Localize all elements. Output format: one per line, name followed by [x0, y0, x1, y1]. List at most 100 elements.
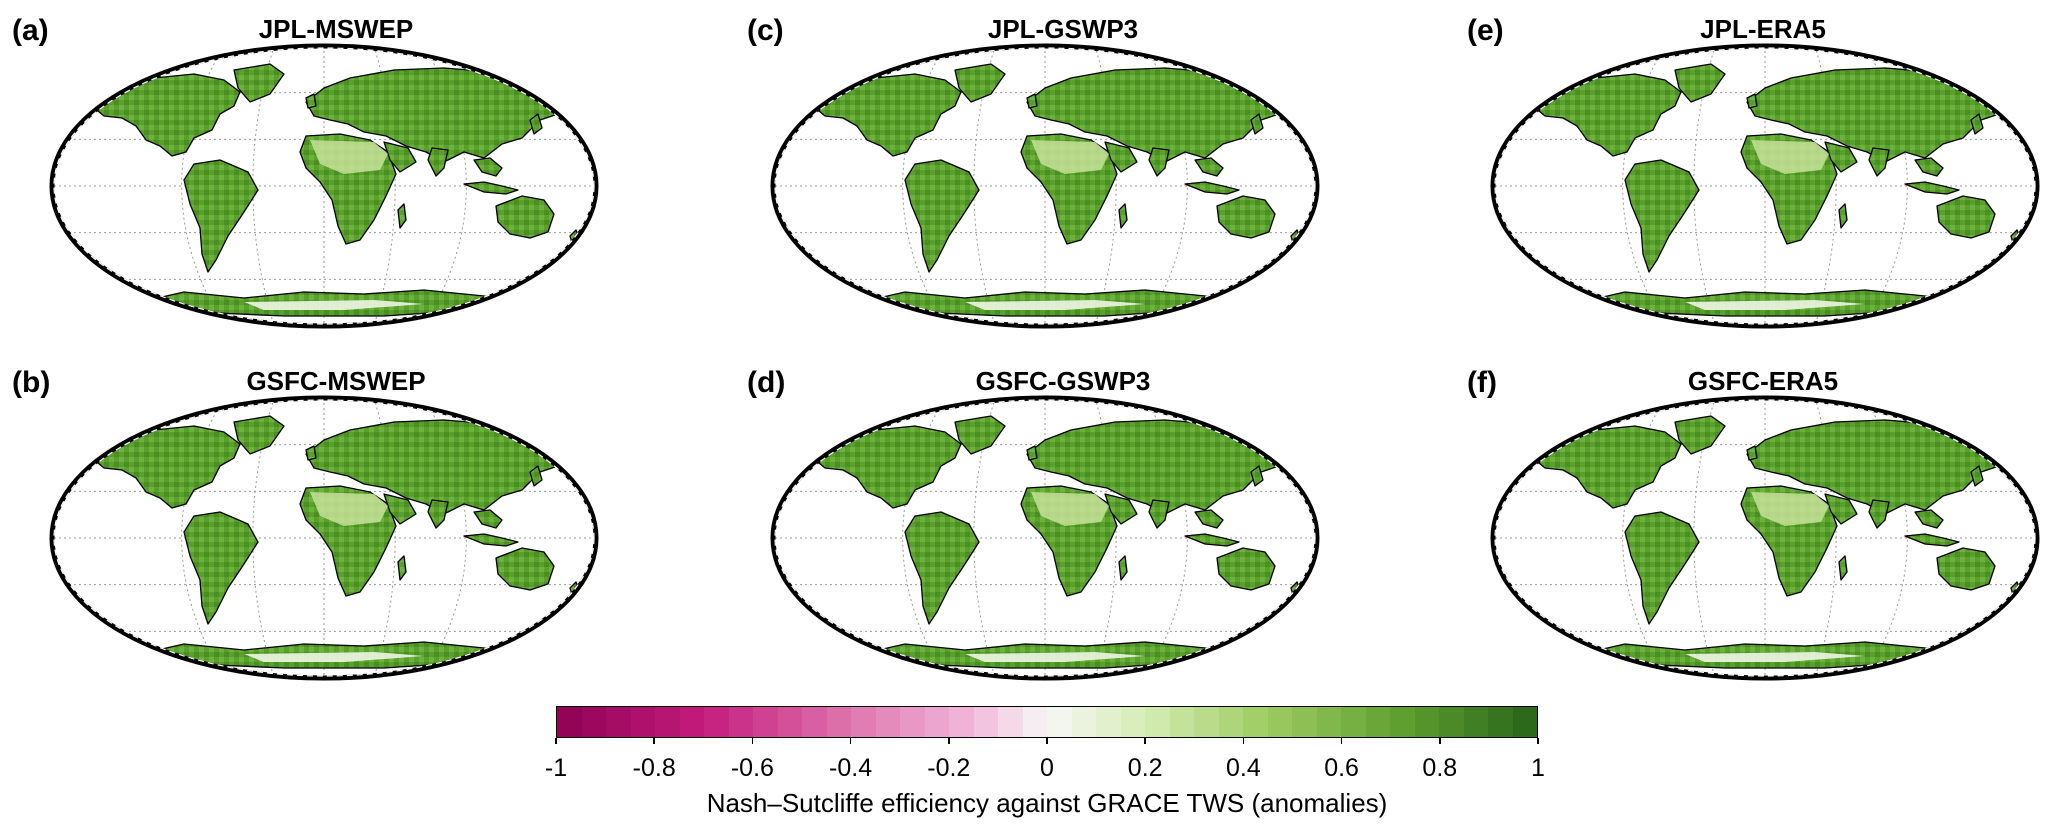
continent-japan — [1250, 113, 1264, 135]
continent-greenland — [1674, 415, 1726, 455]
continent-australia — [1936, 547, 1996, 591]
colorbar-segment — [655, 707, 680, 737]
continent-japan — [529, 465, 543, 487]
low-skill-region — [310, 140, 388, 174]
continent-madagascar — [1838, 203, 1848, 229]
colorbar-segment — [826, 707, 851, 737]
continent-indonesia — [463, 533, 519, 547]
colorbar-segment — [1341, 707, 1366, 737]
colorbar-gradient — [556, 706, 1538, 738]
map-panel-c: (c) JPL-GSWP3 — [735, 0, 1335, 330]
colorbar-tick-mark — [1242, 738, 1245, 744]
continent-japan — [1250, 465, 1264, 487]
continent-uk — [305, 445, 317, 461]
continent-madagascar — [397, 203, 407, 229]
colorbar-segment — [1292, 707, 1317, 737]
low-skill-region — [244, 652, 424, 662]
continent-japan — [529, 113, 543, 135]
continent-eurasia — [1026, 67, 1286, 163]
continent-arabia — [1824, 141, 1858, 173]
colorbar-segment — [1439, 707, 1464, 737]
colorbar-segment — [924, 707, 949, 737]
colorbar-tick-label: -0.8 — [632, 754, 676, 782]
continent-indonesia — [463, 181, 519, 195]
continent-se-asia — [1194, 157, 1224, 177]
land-masses — [812, 63, 1302, 317]
continent-madagascar — [397, 555, 407, 581]
continent-madagascar — [1118, 203, 1128, 229]
continent-australia — [1936, 195, 1996, 239]
continent-eurasia — [1746, 67, 2006, 163]
colorbar-tick-label: 0 — [1040, 754, 1054, 782]
continent-indonesia — [1904, 181, 1960, 195]
colorbar-segment — [679, 707, 704, 737]
colorbar-segment — [1243, 707, 1268, 737]
colorbar-segment — [1047, 707, 1072, 737]
map-panel-f: (f) GSFC-ERA5 — [1455, 352, 2055, 682]
continent-north-america — [1532, 425, 1682, 509]
continent-se-asia — [1914, 157, 1944, 177]
continent-arabia — [1104, 493, 1138, 525]
continent-south-america — [183, 511, 259, 625]
panel-letter: (a) — [12, 14, 49, 47]
colorbar-segment — [1390, 707, 1415, 737]
colorbar-segment — [1169, 707, 1194, 737]
continent-greenland — [954, 415, 1006, 455]
map-frame — [770, 43, 1320, 329]
panel-title: GSFC-MSWEP — [246, 366, 426, 396]
colorbar-segment — [1022, 707, 1047, 737]
land-masses — [91, 63, 581, 317]
colorbar-segment — [777, 707, 802, 737]
continent-india — [1868, 147, 1890, 177]
colorbar-segment — [1414, 707, 1439, 737]
colorbar-segment — [875, 707, 900, 737]
colorbar-segment — [581, 707, 606, 737]
continent-uk — [1746, 445, 1758, 461]
panel-letter: (c) — [747, 14, 784, 47]
colorbar-tick-mark — [653, 738, 655, 744]
colorbar-tick-mark — [1340, 738, 1343, 744]
colorbar-segment — [1120, 707, 1145, 737]
continent-australia — [1216, 195, 1276, 239]
colorbar-segment — [1488, 707, 1513, 737]
continent-north-america — [91, 73, 241, 157]
low-skill-region — [1751, 492, 1829, 526]
map-panel-d: (d) GSFC-GSWP3 — [735, 352, 1335, 682]
land-masses — [91, 415, 581, 669]
colorbar-segment — [1071, 707, 1096, 737]
colorbar-tick-mark — [948, 738, 950, 744]
panel-letter: (b) — [12, 366, 51, 399]
colorbar-segment — [998, 707, 1023, 737]
continent-greenland — [1674, 63, 1726, 103]
map-panel-e: (e) JPL-ERA5 — [1455, 0, 2055, 330]
colorbar-segment — [802, 707, 827, 737]
map-frame — [1490, 43, 2040, 329]
map-frame — [770, 395, 1320, 681]
continent-india — [1148, 499, 1170, 529]
continent-eurasia — [305, 419, 565, 515]
continent-greenland — [954, 63, 1006, 103]
panel-letter: (d) — [747, 366, 786, 399]
colorbar-tick-label: 0.2 — [1127, 754, 1163, 782]
continent-south-america — [904, 159, 980, 273]
colorbar-tick-mark — [1046, 738, 1048, 744]
world-map — [770, 43, 1320, 329]
continent-indonesia — [1184, 533, 1240, 547]
colorbar-segment — [1463, 707, 1488, 737]
colorbar-tick-mark — [1439, 738, 1441, 744]
continent-eurasia — [305, 67, 565, 163]
map-frame-pattern — [53, 47, 595, 325]
panel-letter: (f) — [1467, 366, 1497, 399]
map-frame-pattern — [1494, 47, 2036, 325]
colorbar-segment — [1096, 707, 1121, 737]
colorbar-tick-label: 0.6 — [1324, 754, 1359, 782]
colorbar-segment — [557, 707, 582, 737]
colorbar-segment — [1512, 707, 1537, 737]
continent-australia — [1216, 547, 1276, 591]
colorbar-tick-mark — [555, 738, 557, 744]
colorbar-tick-label: 1 — [1531, 754, 1545, 782]
world-map — [49, 395, 599, 681]
continent-indonesia — [1184, 181, 1240, 195]
colorbar-tick-label: -0.2 — [927, 754, 971, 782]
colorbar-segment — [704, 707, 729, 737]
